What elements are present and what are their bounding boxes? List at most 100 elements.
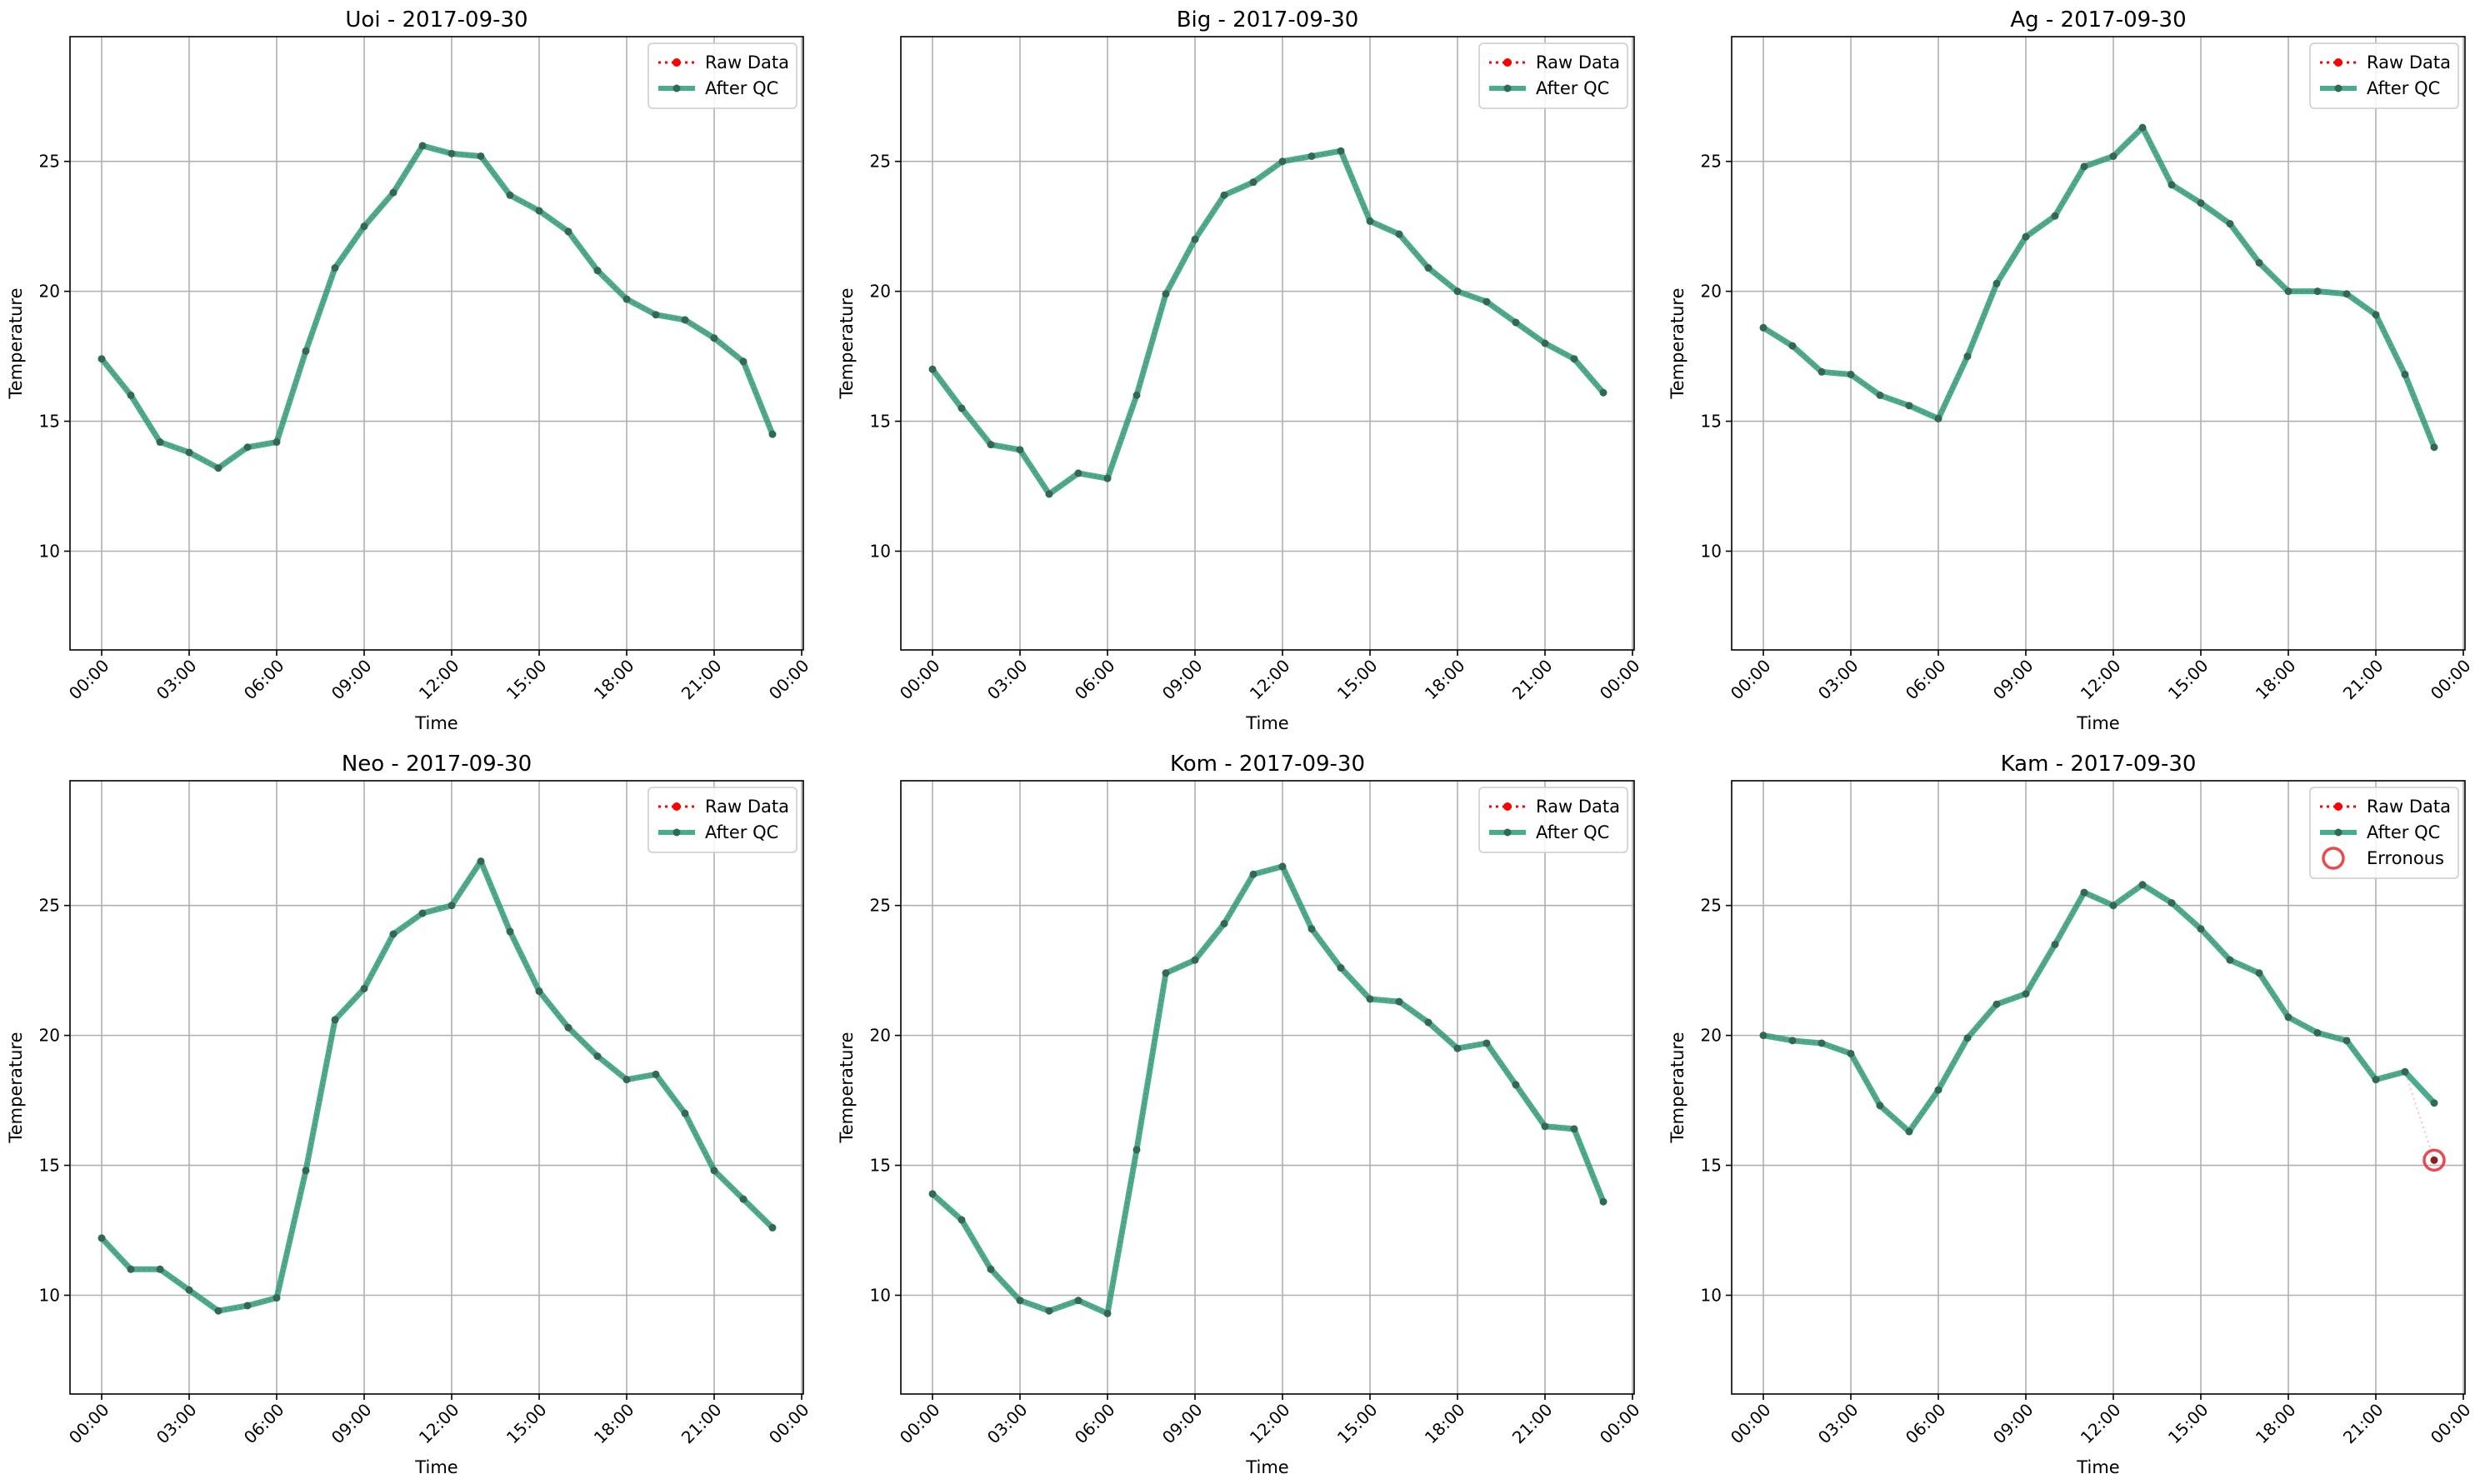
chart-title: Big - 2017-09-30 [1177, 7, 1359, 32]
x-tick-label: 18:00 [590, 656, 638, 704]
after-qc-point [681, 316, 689, 324]
y-tick-label: 15 [1701, 412, 1722, 432]
legend: Raw Data After QC [648, 787, 798, 853]
after-qc-point [1453, 287, 1462, 296]
after-qc-point [2342, 290, 2351, 298]
after-qc-point [1191, 235, 1199, 243]
after-qc-point [958, 1216, 966, 1224]
y-axis-label: Temperature [6, 287, 26, 399]
x-tick-label: 03:00 [152, 1400, 201, 1448]
x-tick-label: 09:00 [1158, 1400, 1207, 1448]
legend-box [2309, 42, 2459, 109]
after-qc-point [1337, 147, 1345, 155]
after-qc-point [2372, 311, 2380, 319]
x-tick-label: 15:00 [502, 656, 551, 704]
x-tick-label: 15:00 [1333, 1400, 1382, 1448]
legend-label: Raw Data [1536, 52, 1620, 72]
after-qc-point [418, 909, 427, 917]
after-qc-point [1570, 355, 1578, 363]
after-qc-point [2284, 287, 2292, 296]
after-qc-point [331, 1016, 339, 1024]
after-qc-point [389, 930, 398, 938]
x-tick-label: 00:00 [65, 656, 113, 704]
after-qc-point [1818, 1039, 1826, 1047]
chart-panel: Uoi - 2017-09-30 10 15 20 25 00:00 03:00 06:00 0… [6, 7, 813, 733]
after-qc-point [272, 1294, 281, 1302]
after-qc-point [1162, 969, 1170, 977]
chart-panel: Kam - 2017-09-30 10 15 20 25 00:00 03:00 06:00 0… [1668, 752, 2475, 1477]
plot-frame [1731, 780, 2466, 1395]
after-qc-point [448, 149, 456, 157]
after-qc-point [1570, 1125, 1578, 1133]
y-tick-label: 20 [870, 1026, 891, 1046]
x-tick-label: 18:00 [1421, 1400, 1469, 1448]
x-tick-label: 09:00 [328, 656, 376, 704]
after-qc-point [2313, 1029, 2322, 1037]
x-tick-label: 12:00 [2077, 1400, 2125, 1448]
y-tick-label: 15 [39, 1156, 60, 1176]
after-qc-point [2051, 212, 2059, 220]
x-tick-label: 18:00 [2252, 1400, 2300, 1448]
plot-frame [900, 36, 1635, 651]
after-qc-point [2022, 232, 2030, 241]
after-qc-point [987, 441, 995, 449]
after-qc-point [1541, 1122, 1549, 1131]
x-tick-label: 00:00 [2427, 656, 2475, 704]
legend-qc-marker [2334, 84, 2342, 92]
after-qc-point [360, 984, 368, 992]
after-qc-point [1278, 157, 1287, 166]
chart-title: Neo - 2017-09-30 [342, 752, 532, 777]
legend-qc-marker [672, 84, 681, 92]
x-tick-label: 12:00 [415, 656, 463, 704]
legend-raw-marker [2334, 58, 2342, 67]
y-axis-label: Temperature [1668, 287, 1688, 399]
after-qc-point [2168, 181, 2176, 189]
after-qc-point [928, 1190, 937, 1198]
y-tick-label: 10 [39, 1285, 60, 1305]
legend: Raw Data After QC Erronous [2309, 787, 2459, 879]
after-qc-point [1074, 1297, 1082, 1305]
x-tick-label: 21:00 [678, 656, 726, 704]
legend-label: After QC [2367, 78, 2440, 98]
x-axis-label: Time [1245, 713, 1288, 733]
after-qc-point [98, 355, 106, 363]
after-qc-point [302, 1167, 310, 1175]
chart-panel: Ag - 2017-09-30 10 15 20 25 00:00 03:00 06:00 09… [1668, 7, 2475, 733]
plot-frame [69, 36, 804, 651]
x-axis-label: Time [2076, 713, 2119, 733]
x-axis-label: Time [1245, 1457, 1288, 1477]
after-qc-point [2109, 902, 2118, 910]
legend-raw-marker [1503, 58, 1512, 67]
after-qc-point [1599, 1197, 1608, 1206]
legend-label: After QC [705, 78, 778, 98]
y-tick-label: 10 [1701, 541, 1722, 561]
after-qc-point [1191, 956, 1199, 964]
y-axis-label: Temperature [837, 287, 857, 399]
after-qc-point [1103, 474, 1112, 482]
x-tick-label: 18:00 [1421, 656, 1469, 704]
after-qc-point [1759, 323, 1768, 332]
after-qc-point [1482, 297, 1491, 306]
x-tick-label: 00:00 [1727, 656, 1775, 704]
x-tick-label: 06:00 [1902, 1400, 1950, 1448]
after-qc-point [564, 227, 572, 236]
x-tick-label: 03:00 [983, 1400, 1032, 1448]
legend-label: After QC [705, 822, 778, 842]
after-qc-point [768, 1223, 777, 1232]
after-qc-point [2401, 1067, 2409, 1076]
after-qc-point [98, 1234, 106, 1242]
x-tick-label: 03:00 [983, 656, 1032, 704]
legend-box [1478, 42, 1628, 109]
after-qc-point [1278, 862, 1287, 871]
after-qc-point [1337, 964, 1345, 972]
after-qc-point [1045, 1307, 1053, 1315]
after-qc-point [2197, 199, 2205, 207]
series-raw-data-line [101, 859, 773, 1312]
after-qc-point [2255, 258, 2263, 267]
x-tick-label: 06:00 [1902, 656, 1950, 704]
x-tick-label: 09:00 [1989, 656, 2038, 704]
after-qc-point [2372, 1076, 2380, 1084]
legend-box [648, 42, 798, 109]
series-after-qc-line [99, 142, 776, 472]
